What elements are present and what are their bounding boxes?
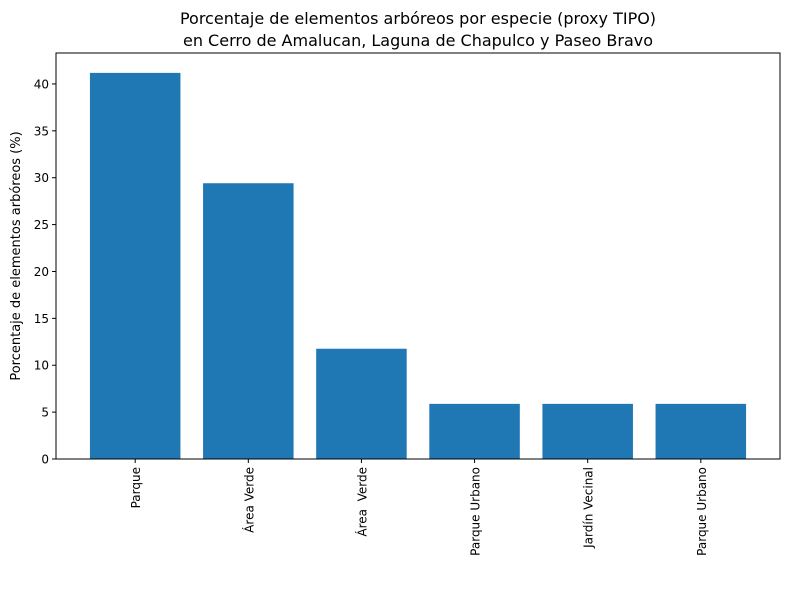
- chart-title-line-1: Porcentaje de elementos arbóreos por esp…: [180, 9, 656, 28]
- y-tick-label: 35: [34, 124, 49, 138]
- y-tick-label: 40: [34, 77, 49, 91]
- y-axis-label: Porcentaje de elementos arbóreos (%): [9, 131, 24, 380]
- chart-title-line-2: en Cerro de Amalucan, Laguna de Chapulco…: [183, 31, 653, 50]
- x-tick-label: Parque: [129, 467, 143, 508]
- x-tick-label: Área Verde: [354, 467, 369, 537]
- x-tick-label: Área Verde: [241, 467, 256, 533]
- bar-3: [429, 403, 520, 459]
- bar-4: [542, 403, 633, 459]
- x-tick-label: Parque Urbano: [469, 467, 483, 556]
- y-tick-label: 15: [34, 312, 49, 326]
- x-tick-label: Parque Urbano: [695, 467, 709, 556]
- y-tick-label: 30: [34, 171, 49, 185]
- y-tick-label: 10: [34, 359, 49, 373]
- bar-0: [89, 72, 181, 460]
- plot-frame: [55, 52, 781, 460]
- y-tick-label: 0: [41, 453, 49, 467]
- y-tick-label: 25: [34, 218, 49, 232]
- y-tick-label: 5: [41, 406, 49, 420]
- bar-5: [655, 403, 747, 459]
- bar-2: [316, 348, 407, 459]
- x-tick-label: Jardín Vecinal: [582, 467, 596, 549]
- bar-1: [203, 183, 294, 459]
- y-tick-label: 20: [34, 265, 49, 279]
